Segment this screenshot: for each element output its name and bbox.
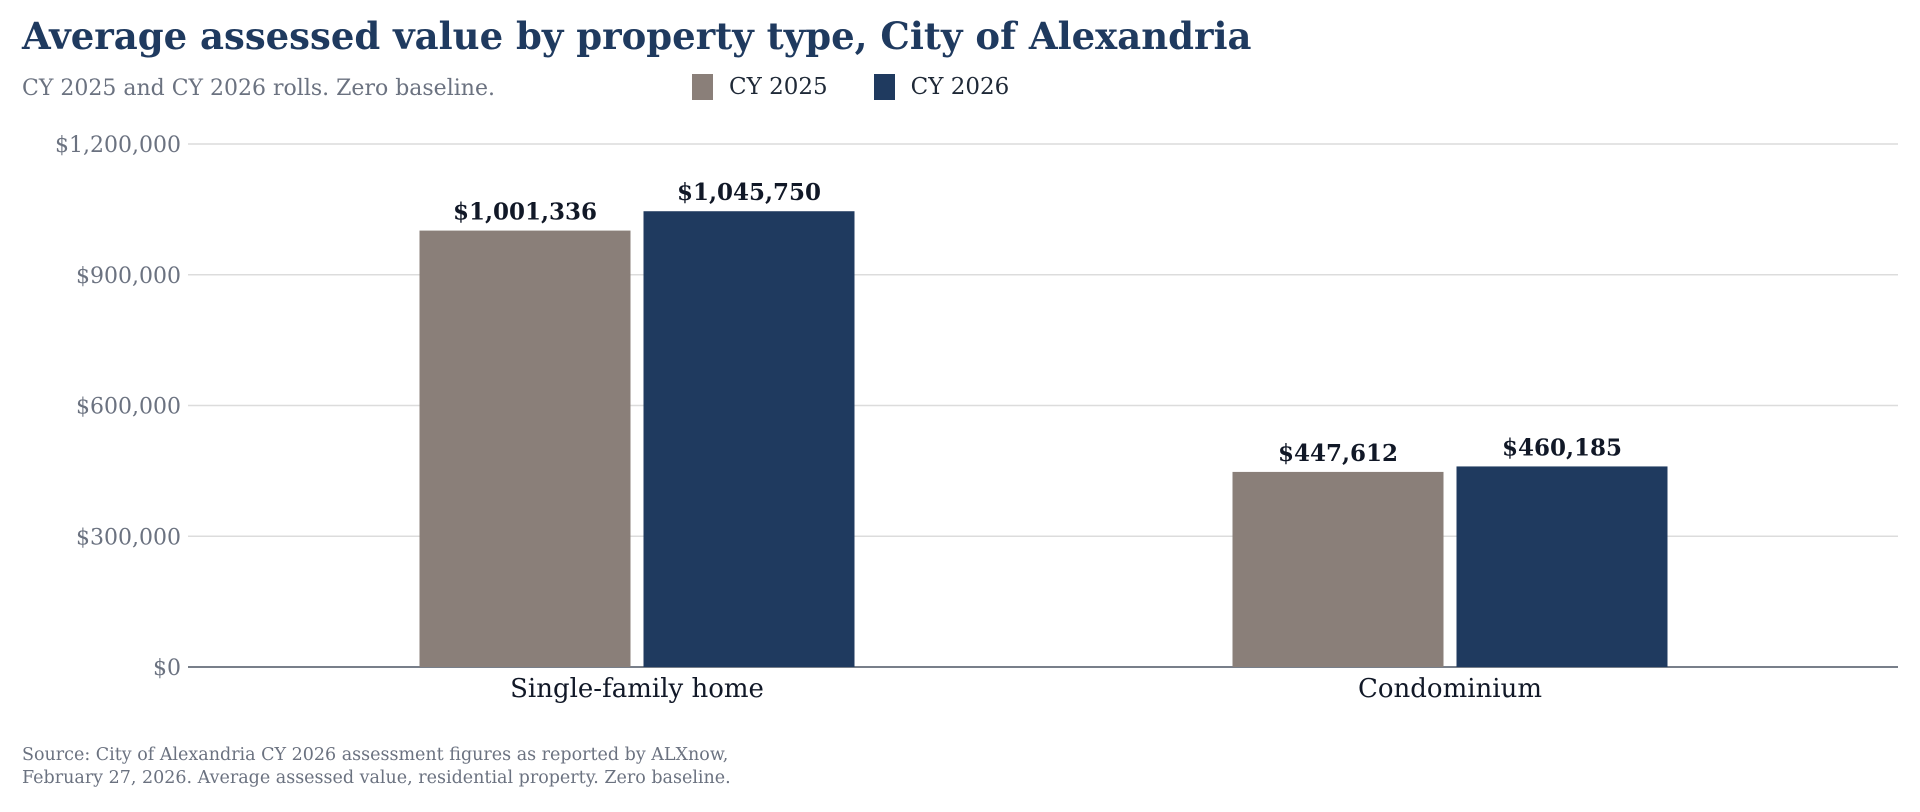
source-line-2: February 27, 2026. Average assessed valu…	[22, 768, 731, 788]
bar	[1232, 471, 1444, 667]
chart-title: Average assessed value by property type,…	[22, 14, 1252, 58]
bar	[419, 230, 631, 667]
data-label: $1,045,750	[677, 179, 821, 206]
legend-label-cy2025: CY 2025	[729, 74, 828, 100]
y-tick-label: $900,000	[76, 264, 181, 289]
y-tick-label: $1,200,000	[55, 133, 181, 158]
data-label: $1,001,336	[453, 199, 597, 226]
legend-label-cy2026: CY 2026	[910, 74, 1010, 100]
y-tick-label: $0	[153, 656, 181, 681]
data-label: $460,185	[1502, 434, 1622, 461]
chart-subtitle: CY 2025 and CY 2026 rolls. Zero baseline…	[22, 76, 495, 101]
legend-swatch-cy2026	[873, 74, 895, 100]
bar	[1456, 466, 1668, 667]
y-tick-label: $300,000	[76, 525, 181, 550]
legend-item-cy2025: CY 2025	[692, 74, 828, 100]
source-note: Source: City of Alexandria CY 2026 asses…	[22, 744, 731, 790]
data-label: $447,612	[1278, 440, 1398, 467]
x-tick-label: Single-family home	[510, 674, 764, 704]
bar	[643, 211, 855, 667]
legend-swatch-cy2025	[692, 74, 713, 100]
source-line-1: Source: City of Alexandria CY 2026 asses…	[22, 745, 729, 765]
bar-chart: $0 $300,000 $600,000 $900,000 $1,200,000 $1,0…	[55, 133, 1898, 704]
legend: CY 2025 CY 2026	[692, 74, 1055, 100]
y-tick-label: $600,000	[76, 395, 181, 420]
x-tick-label: Condominium	[1358, 674, 1542, 704]
legend-item-cy2026: CY 2026	[873, 74, 1010, 100]
